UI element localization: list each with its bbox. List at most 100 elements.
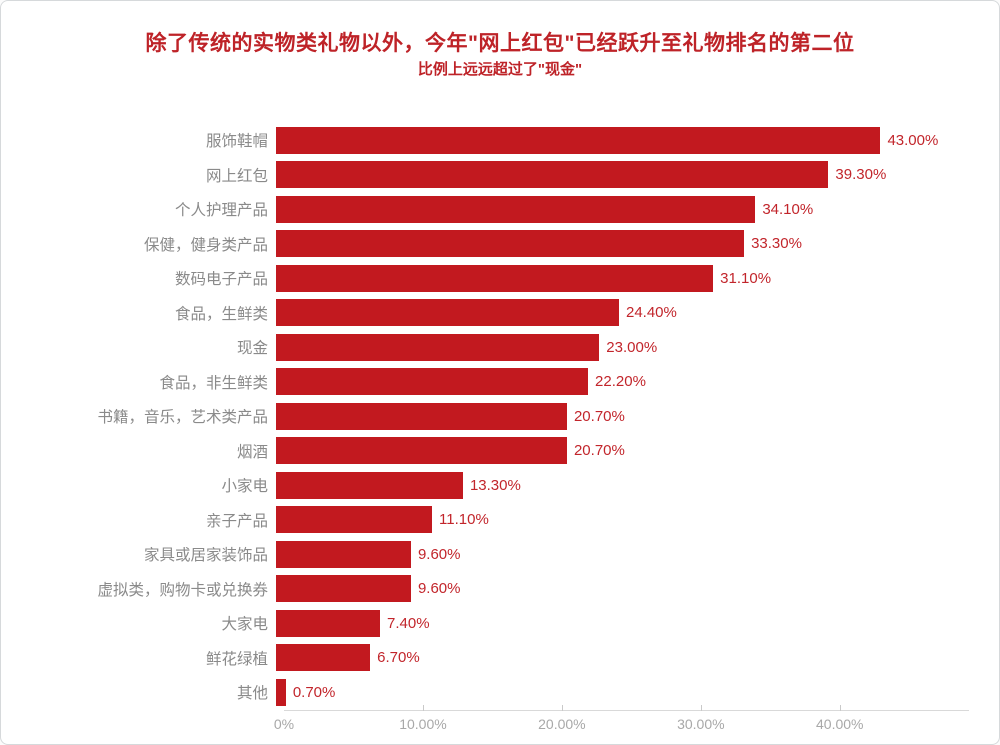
bar-row: 保健，健身类产品 33.30% <box>1 227 999 262</box>
bar-track: 7.40% <box>276 609 969 637</box>
bar-row: 小家电 13.30% <box>1 468 999 503</box>
bar-row: 现金 23.00% <box>1 330 999 365</box>
axis-tick-mark <box>839 704 841 711</box>
value-label: 20.70% <box>573 442 625 460</box>
value-label: 39.30% <box>835 166 887 184</box>
value-label: 43.00% <box>887 131 939 149</box>
chart-header: 除了传统的实物类礼物以外，今年"网上红包"已经跃升至礼物排名的第二位 比例上远远… <box>1 31 999 81</box>
value-label: 6.70% <box>377 649 420 667</box>
bar-chart: 服饰鞋帽 43.00% 网上红包 39.30% 个人护理产品 34.10% 保健，健身类产品… <box>1 123 999 736</box>
chart-title: 除了传统的实物类礼物以外，今年"网上红包"已经跃升至礼物排名的第二位 <box>145 32 855 55</box>
category-label: 烟酒 <box>236 443 268 461</box>
value-label: 9.60% <box>417 580 461 598</box>
bar-row: 虚拟类，购物卡或兑换券 9.60% <box>1 572 999 607</box>
value-label: 13.30% <box>469 476 521 494</box>
bar-track: 33.30% <box>276 230 969 258</box>
value-label: 7.40% <box>387 614 430 632</box>
bar <box>276 506 433 534</box>
bar-track: 11.10% <box>276 506 969 534</box>
category-label: 书籍，音乐，艺术类产品 <box>97 409 268 427</box>
bar-track: 20.70% <box>276 402 969 430</box>
bar-row: 书籍，音乐，艺术类产品 20.70% <box>1 399 999 434</box>
category-label: 食品，非生鲜类 <box>159 374 268 392</box>
bar-rows: 服饰鞋帽 43.00% 网上红包 39.30% 个人护理产品 34.10% 保健，健身类产品… <box>1 123 999 710</box>
x-axis: 0% 10.00% 20.00% 30.00% 40.00% <box>274 704 969 736</box>
chart-subtitle: 比例上远远超过了"现金" <box>417 61 583 78</box>
value-label: 33.30% <box>751 235 802 253</box>
bar-row: 食品，生鲜类 24.40% <box>1 296 999 331</box>
bar-row: 个人护理产品 34.10% <box>1 192 999 227</box>
value-label: 20.70% <box>573 407 625 425</box>
value-label: 34.10% <box>762 200 814 218</box>
category-label: 服饰鞋帽 <box>205 133 268 151</box>
bar-row: 其他 0.70% <box>1 675 999 710</box>
bar <box>276 402 567 430</box>
bar-row: 亲子产品 11.10% <box>1 503 999 538</box>
value-label: 9.60% <box>417 545 461 563</box>
value-label: 22.20% <box>595 373 646 391</box>
bar-track: 20.70% <box>276 437 969 465</box>
category-label: 鲜花绿植 <box>205 650 268 668</box>
category-label: 食品，生鲜类 <box>174 305 268 323</box>
bar <box>276 678 286 706</box>
bar <box>276 264 714 292</box>
bar-row: 数码电子产品 31.10% <box>1 261 999 296</box>
bar <box>276 437 567 465</box>
bar <box>276 644 371 672</box>
axis-tick-mark <box>700 704 702 711</box>
axis-tick-label: 30.00% <box>677 715 725 732</box>
value-label: 0.70% <box>292 683 336 701</box>
category-label: 数码电子产品 <box>174 271 268 289</box>
category-label: 网上红包 <box>205 167 268 185</box>
axis-tick-mark <box>422 704 424 711</box>
bar <box>276 333 600 361</box>
bar <box>276 161 829 189</box>
category-label: 虚拟类，购物卡或兑换券 <box>97 581 268 599</box>
bar-track: 31.10% <box>276 264 969 292</box>
bar <box>276 126 881 154</box>
category-label: 小家电 <box>221 478 268 496</box>
bar-track: 13.30% <box>276 471 969 499</box>
bar-track: 39.30% <box>276 161 969 189</box>
bar-track: 43.00% <box>276 126 969 154</box>
bar-track: 22.20% <box>276 368 969 396</box>
bar <box>276 471 463 499</box>
bar-row: 烟酒 20.70% <box>1 434 999 469</box>
value-label: 23.00% <box>606 338 658 356</box>
bar-track: 9.60% <box>276 575 969 603</box>
bar-track: 9.60% <box>276 540 969 568</box>
bar <box>276 540 411 568</box>
category-label: 家具或居家装饰品 <box>143 547 268 565</box>
category-label: 现金 <box>236 340 268 358</box>
axis-tick-label: 40.00% <box>816 715 864 732</box>
bar-row: 服饰鞋帽 43.00% <box>1 123 999 158</box>
value-label: 31.10% <box>720 269 772 287</box>
axis-tick-label: 20.00% <box>538 715 586 732</box>
bar-track: 0.70% <box>276 678 969 706</box>
bar <box>276 195 756 223</box>
bar <box>276 609 381 637</box>
axis-tick-mark <box>561 704 563 711</box>
bar <box>276 368 589 396</box>
value-label: 11.10% <box>439 511 489 529</box>
axis-tick-label: 10.00% <box>399 715 447 732</box>
category-label: 个人护理产品 <box>174 202 268 220</box>
category-label: 亲子产品 <box>205 512 268 530</box>
bar <box>276 299 619 327</box>
category-label: 其他 <box>236 685 268 703</box>
bar <box>276 230 745 258</box>
bar-track: 6.70% <box>276 644 969 672</box>
bar-row: 鲜花绿植 6.70% <box>1 641 999 676</box>
bar <box>276 575 411 603</box>
bar-track: 34.10% <box>276 195 969 223</box>
category-label: 大家电 <box>221 616 268 634</box>
bar-row: 食品，非生鲜类 22.20% <box>1 365 999 400</box>
bar-row: 网上红包 39.30% <box>1 158 999 193</box>
bar-row: 家具或居家装饰品 9.60% <box>1 537 999 572</box>
value-label: 24.40% <box>625 304 677 322</box>
bar-track: 23.00% <box>276 333 969 361</box>
bar-track: 24.40% <box>276 299 969 327</box>
axis-tick-label: 0% <box>273 715 295 732</box>
category-label: 保健，健身类产品 <box>143 236 268 254</box>
